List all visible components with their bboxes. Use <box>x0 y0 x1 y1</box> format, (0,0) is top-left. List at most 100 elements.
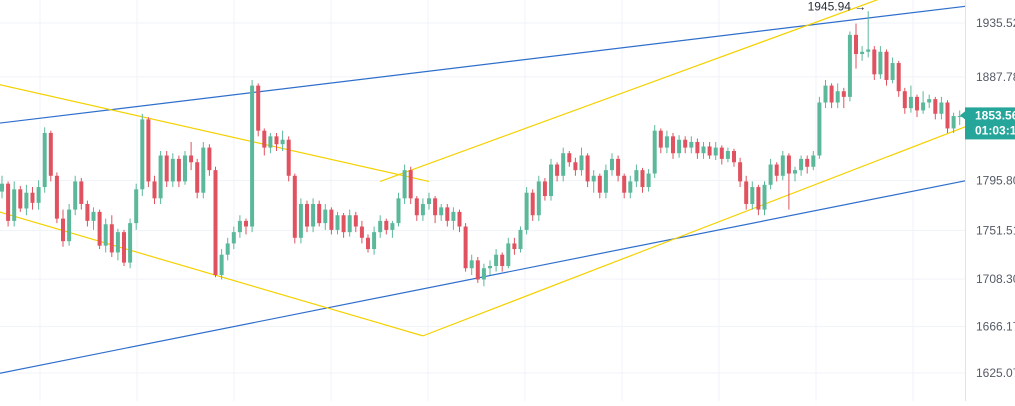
candle-body <box>671 136 675 154</box>
candle-body <box>366 237 370 250</box>
trend-line-blue[interactable] <box>0 2 991 125</box>
candle <box>536 175 541 221</box>
candle <box>786 153 791 210</box>
candle-body <box>811 155 816 167</box>
candle-body <box>866 49 871 52</box>
candle <box>921 91 926 114</box>
candle-body <box>957 116 962 118</box>
candle <box>671 132 675 159</box>
candle-body <box>573 162 578 171</box>
candle-body <box>408 170 413 199</box>
candle <box>427 192 431 210</box>
candle-body <box>353 215 358 227</box>
candle <box>463 223 468 272</box>
candle-body <box>799 158 804 171</box>
candle-body <box>341 215 346 233</box>
candle-body <box>42 132 47 188</box>
candle <box>616 155 621 182</box>
candle-body <box>128 223 133 263</box>
candle-body <box>201 147 206 193</box>
candle <box>18 185 23 212</box>
candle-body <box>469 260 474 269</box>
candle <box>488 260 492 275</box>
candle <box>73 175 78 216</box>
candle <box>908 85 913 113</box>
candle-body <box>79 181 84 204</box>
candle <box>542 178 547 201</box>
candle-body <box>85 203 90 221</box>
candle-body <box>244 220 248 227</box>
candle-body <box>738 162 743 182</box>
candle <box>341 212 346 238</box>
candle-body <box>536 181 541 216</box>
candle-body <box>183 155 187 182</box>
candle <box>469 254 474 275</box>
candle <box>109 215 114 257</box>
candle <box>451 207 456 230</box>
price-axis[interactable]: 1935.52 1887.78 1795.80 1751.51 1708.30 1666.… <box>965 0 1015 401</box>
candle-body <box>67 209 72 242</box>
candle-body <box>18 189 23 209</box>
candle-body <box>750 187 755 204</box>
candle-body <box>311 203 316 227</box>
candle-body <box>24 192 29 209</box>
trend-line-yellow[interactable] <box>379 0 905 182</box>
candle-body <box>585 155 590 182</box>
candle-body <box>61 218 65 242</box>
candle-body <box>628 181 633 193</box>
candle <box>146 117 151 188</box>
trend-line-blue[interactable] <box>0 175 991 377</box>
trend-line-yellow[interactable] <box>0 207 424 337</box>
candle <box>573 157 578 176</box>
candle-body <box>939 102 944 114</box>
candle <box>457 209 462 233</box>
candle-body <box>323 209 328 224</box>
candle-body <box>414 198 419 216</box>
candle <box>317 200 322 227</box>
candle <box>231 226 236 250</box>
candle-body <box>298 203 303 238</box>
candle-body <box>6 183 11 221</box>
candle-body <box>54 175 59 219</box>
candle-body <box>189 155 194 163</box>
price-axis-background <box>965 0 1015 401</box>
candle <box>396 192 401 227</box>
candle-body <box>884 51 889 80</box>
candle-body <box>756 187 761 210</box>
candle-body <box>951 116 956 129</box>
candle-body <box>622 175 627 193</box>
candle <box>512 237 517 255</box>
candle <box>0 175 4 199</box>
candle-body <box>195 162 200 193</box>
candle <box>622 173 627 199</box>
candle <box>725 147 730 163</box>
candle <box>744 175 749 210</box>
candle <box>524 187 529 235</box>
candle-body <box>207 147 212 171</box>
candle <box>359 220 364 244</box>
candle-body <box>579 155 584 171</box>
candle <box>738 157 743 188</box>
trend-line-yellow[interactable] <box>0 81 430 183</box>
candle-body <box>908 96 913 109</box>
candle-body <box>427 198 431 204</box>
candle-body <box>506 243 511 266</box>
trend-lines[interactable] <box>0 0 991 377</box>
candle <box>549 158 553 201</box>
candle <box>878 46 883 79</box>
candle <box>677 135 682 158</box>
candle <box>262 128 267 156</box>
candle-body <box>170 158 175 182</box>
annotations: 1945.94 → <box>808 0 867 13</box>
candle-body <box>634 170 639 182</box>
candle <box>250 79 255 233</box>
candle-body <box>359 226 364 238</box>
candle <box>128 218 133 269</box>
trend-line-yellow[interactable] <box>422 116 991 337</box>
candle-body <box>372 232 377 250</box>
candle-body <box>500 254 505 266</box>
candle-body <box>384 220 389 230</box>
candle <box>915 94 919 118</box>
